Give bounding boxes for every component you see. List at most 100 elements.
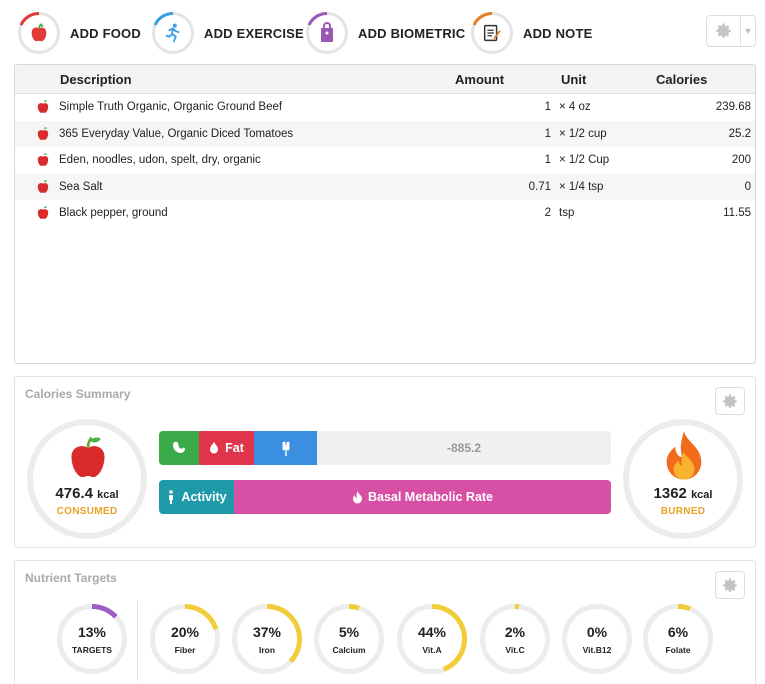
gear-icon[interactable] (707, 16, 741, 46)
header-description[interactable]: Description (60, 72, 132, 87)
toolbar: ADD FOOD ADD EXERCISE ADD BIOMETRIC ADD … (14, 10, 756, 56)
flame-icon (666, 431, 702, 480)
table-row[interactable]: Black pepper, ground 2 tsp 11.55 (15, 200, 755, 227)
bmr-segment[interactable]: Basal Metabolic Rate (234, 480, 611, 514)
nutrient-iron[interactable]: 37% Iron (232, 604, 302, 674)
progress-ring (314, 604, 384, 674)
calories-summary-panel: Calories Summary 476.4 kcal CONSUMED Fat… (14, 376, 756, 548)
nutrient-vit-b12[interactable]: 0% Vit.B12 (562, 604, 632, 674)
activity-segment[interactable]: Activity (159, 480, 234, 514)
progress-ring (643, 604, 713, 674)
nutrient-vit-c[interactable]: 2% Vit.C (480, 604, 550, 674)
nutrient-label: Calcium (332, 645, 366, 655)
cell-unit: tsp (559, 207, 575, 220)
nutrient-label: Vit.C (505, 645, 525, 655)
apple-icon (37, 180, 49, 193)
gear-icon[interactable] (715, 571, 745, 599)
table-row[interactable]: Simple Truth Organic, Organic Ground Bee… (15, 94, 755, 121)
cell-description: 365 Everyday Value, Organic Diced Tomato… (59, 127, 294, 140)
table-header: Description Amount Unit Calories (15, 65, 755, 94)
nutrient-targets[interactable]: 13% TARGETS (57, 604, 127, 674)
cell-description: Eden, noodles, udon, spelt, dry, organic (59, 154, 261, 167)
protein-segment[interactable] (159, 431, 199, 465)
nutrient-calcium[interactable]: 5% Calcium (314, 604, 384, 674)
add-exercise-label: ADD EXERCISE (204, 25, 304, 41)
progress-ring (150, 604, 220, 674)
progress-ring (57, 604, 127, 674)
consumed-bar: Fat -885.2 (159, 431, 611, 465)
notepad-icon (471, 12, 513, 54)
nutrient-percent: 5% (338, 624, 360, 640)
add-food-button[interactable]: ADD FOOD (18, 12, 141, 54)
bmr-label: Basal Metabolic Rate (367, 490, 494, 504)
cell-description: Simple Truth Organic, Organic Ground Bee… (59, 101, 283, 113)
progress-ring (397, 604, 467, 674)
add-note-button[interactable]: ADD NOTE (471, 12, 593, 54)
cell-amount: 1 (544, 127, 551, 140)
consumed-circle: 476.4 kcal CONSUMED (27, 419, 147, 539)
cell-calories: 200 (731, 154, 751, 167)
apple-icon (37, 126, 49, 140)
apple-icon (37, 100, 49, 113)
tag-icon (306, 12, 348, 54)
cell-amount: 1 (544, 101, 551, 113)
table-row[interactable]: 365 Everyday Value, Organic Diced Tomato… (15, 120, 755, 148)
cell-amount: 2 (544, 207, 551, 220)
nutrient-targets-title: Nutrient Targets (25, 571, 117, 585)
header-calories[interactable]: Calories (656, 72, 708, 87)
cell-unit: × 1/2 Cup (559, 154, 610, 167)
cell-calories: 11.55 (723, 207, 751, 220)
apple-icon (71, 436, 105, 478)
nutrient-label: Vit.A (422, 645, 442, 655)
header-unit[interactable]: Unit (561, 72, 587, 87)
burned-caption: BURNED (660, 506, 706, 517)
flame-icon (352, 490, 362, 503)
header-amount[interactable]: Amount (455, 72, 505, 87)
add-exercise-button[interactable]: ADD EXERCISE (152, 12, 304, 54)
progress-ring (232, 604, 302, 674)
nutrient-folate[interactable]: 6% Folate (643, 604, 713, 674)
burned-circle: 1362 kcal BURNED (623, 419, 743, 539)
cell-unit: × 1/2 cup (559, 127, 607, 140)
calorie-balance: -885.2 (446, 441, 482, 455)
cell-unit: × 1/4 tsp (559, 180, 604, 193)
cell-calories: 0 (744, 180, 751, 193)
nutrient-label: TARGETS (72, 645, 112, 655)
nutrient-percent: 20% (170, 624, 200, 640)
fat-label: Fat (225, 441, 244, 455)
nutrient-label: Folate (665, 645, 691, 655)
gear-icon[interactable] (715, 387, 745, 415)
nutrient-vit-a[interactable]: 44% Vit.A (397, 604, 467, 674)
carbs-segment[interactable] (254, 431, 317, 465)
cell-unit: × 4 oz (559, 101, 591, 113)
nutrient-fiber[interactable]: 20% Fiber (150, 604, 220, 674)
cell-amount: 0.71 (528, 180, 551, 193)
add-note-label: ADD NOTE (523, 25, 593, 41)
table-row[interactable]: Sea Salt 0.71 × 1/4 tsp 0 (15, 173, 755, 201)
protein-icon (173, 441, 185, 453)
person-icon (169, 490, 174, 504)
activity-label: Activity (181, 490, 227, 504)
fat-segment[interactable]: Fat (199, 431, 254, 465)
nutrient-label: Fiber (174, 645, 196, 655)
wheat-icon (281, 441, 290, 456)
nutrient-targets-panel: Nutrient Targets 13% TARGETS 20% Fiber 37% Ir… (14, 560, 756, 684)
burned-bar: Activity Basal Metabolic Rate (159, 480, 611, 514)
apple-icon (37, 206, 49, 220)
settings-dropdown[interactable]: ▼ (706, 15, 756, 47)
cell-description: Sea Salt (59, 180, 103, 193)
food-table: Description Amount Unit Calories Simple … (14, 64, 756, 364)
burned-value: 1362 kcal (653, 485, 713, 502)
consumed-value: 476.4 kcal (55, 485, 119, 502)
chevron-down-icon[interactable]: ▼ (743, 26, 753, 36)
nutrient-percent: 0% (586, 624, 608, 640)
table-row[interactable]: Eden, noodles, udon, spelt, dry, organic… (15, 147, 755, 174)
apple-icon (37, 153, 49, 167)
calories-summary-title: Calories Summary (25, 387, 131, 401)
cell-description: Black pepper, ground (59, 207, 168, 220)
nutrient-label: Vit.B12 (582, 645, 612, 655)
divider (137, 601, 138, 681)
add-biometric-button[interactable]: ADD BIOMETRIC (306, 12, 465, 54)
nutrient-percent: 44% (417, 624, 447, 640)
runner-icon (152, 12, 194, 54)
